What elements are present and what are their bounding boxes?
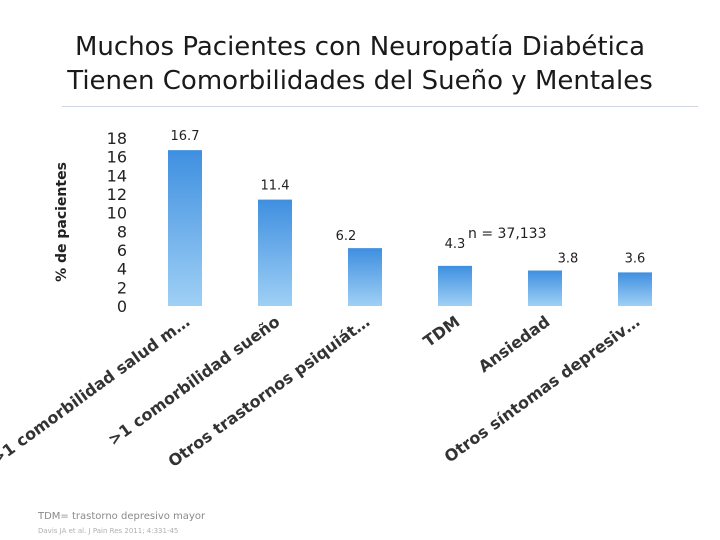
bar xyxy=(438,265,472,306)
bar xyxy=(168,150,202,306)
title-divider xyxy=(62,106,698,107)
y-tick-label: 16 xyxy=(107,148,127,167)
data-label: 11.4 xyxy=(261,179,290,194)
footnote: TDM= trastorno depresivo mayor xyxy=(38,511,206,522)
y-tick-label: 14 xyxy=(107,166,127,185)
category-label: >1 comorbilidad sueño xyxy=(104,312,283,449)
y-tick-label: 8 xyxy=(117,222,127,241)
slide-title: Muchos Pacientes con Neuropatía Diabétic… xyxy=(20,30,700,98)
y-tick-label: 0 xyxy=(117,297,127,316)
category-label: TDM xyxy=(420,312,464,351)
y-tick-label: 12 xyxy=(107,185,127,204)
n-annotation: n = 37,133 xyxy=(468,226,547,242)
data-label: 3.8 xyxy=(558,252,579,267)
title-line-2: Tienen Comorbilidades del Sueño y Mental… xyxy=(67,66,653,96)
category-label: Ansiedad xyxy=(475,312,554,376)
bar xyxy=(258,199,292,306)
data-label: 16.7 xyxy=(171,129,200,144)
data-label: 6.2 xyxy=(336,229,357,244)
bar xyxy=(348,248,382,306)
y-axis-label: % de pacientes xyxy=(54,162,70,282)
source-citation: Davis JA et al. J Pain Res 2011; 4:331-4… xyxy=(38,527,179,535)
y-tick-label: 18 xyxy=(107,129,127,148)
y-tick-label: 6 xyxy=(117,241,127,260)
bar xyxy=(528,270,562,306)
y-tick-label: 2 xyxy=(117,278,127,297)
title-line-1: Muchos Pacientes con Neuropatía Diabétic… xyxy=(74,32,646,62)
y-tick-label: 10 xyxy=(107,204,127,223)
data-label: 4.3 xyxy=(445,237,466,252)
y-tick-label: 4 xyxy=(117,260,127,279)
bar xyxy=(618,272,652,306)
data-label: 3.6 xyxy=(625,251,646,266)
